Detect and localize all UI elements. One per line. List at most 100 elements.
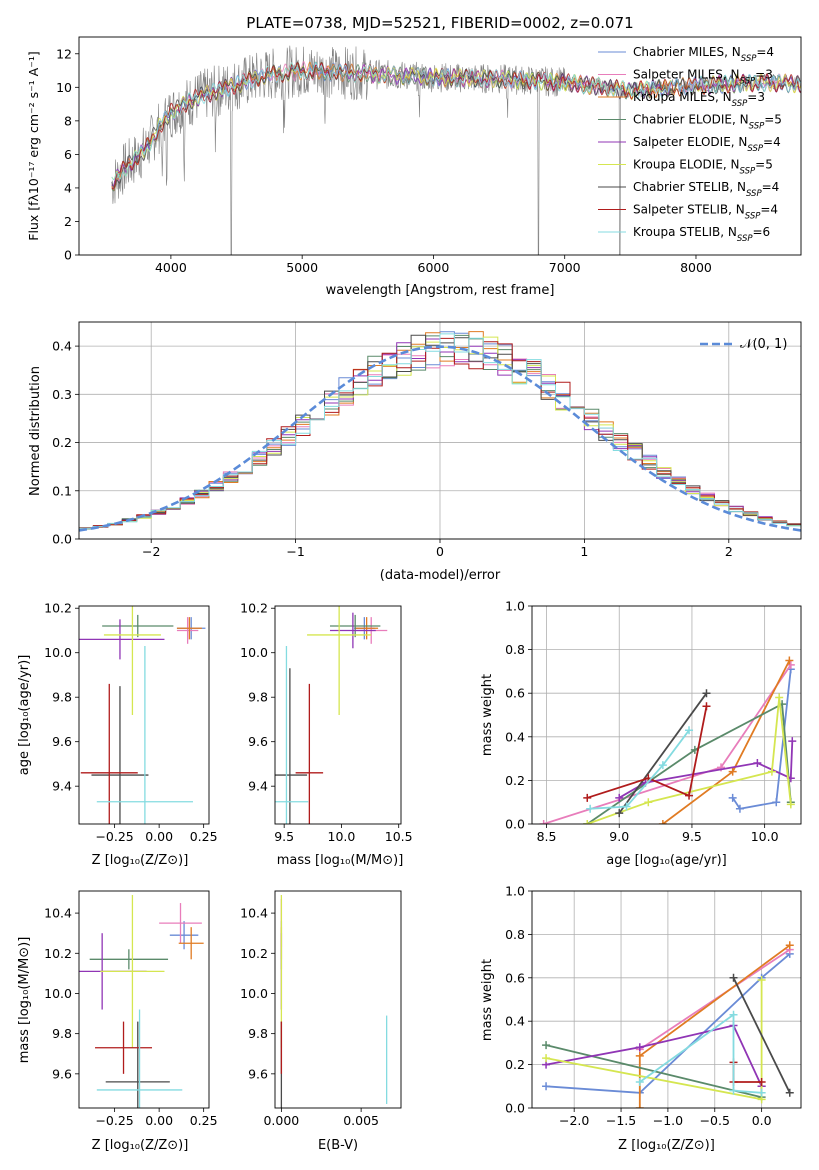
x-tick-label: 1 xyxy=(580,544,588,559)
y-tick-label: 2 xyxy=(64,214,72,229)
residuals-frame xyxy=(78,321,802,540)
weight-point-marker xyxy=(757,975,766,984)
y-tick-label: 9.8 xyxy=(248,690,268,705)
axes-residuals: −2 −1 0 1 2 0.0 0.1 0.2 0.3 0.4 xyxy=(52,322,801,559)
y-tick-label: 0.6 xyxy=(505,970,525,985)
gaussian-legend-label: 𝒩(0, 1) xyxy=(740,337,787,352)
weight-point-marker xyxy=(615,809,624,818)
y-tick-label: 0.0 xyxy=(505,817,525,832)
y-tick-label: 10.0 xyxy=(240,645,268,660)
y-tick-label: 9.6 xyxy=(52,734,72,749)
x-tick-label: 0.000 xyxy=(263,1113,299,1128)
spectrum-lines xyxy=(111,45,801,255)
weight-point-marker xyxy=(728,793,737,802)
y-tick-label: 9.6 xyxy=(52,1066,72,1081)
weight-point-marker xyxy=(658,820,667,824)
y-tick-label: 10.4 xyxy=(240,906,268,921)
weight_vs_age-frame xyxy=(531,605,802,825)
y-tick-label: 0.8 xyxy=(505,642,525,657)
y-tick-label: 0 xyxy=(64,248,72,263)
y-tick-label: 10.2 xyxy=(44,601,72,616)
axes-age_vs_mass: 9.5 10.0 10.5 9.4 9.6 9.8 10.0 10.2 xyxy=(240,601,412,844)
x-tick-label: −1 xyxy=(286,544,304,559)
weight-series-line xyxy=(546,953,791,1094)
y-tick-label: 0.6 xyxy=(505,686,525,701)
y-tick-label: 9.6 xyxy=(248,734,268,749)
weight-series-line xyxy=(662,660,791,824)
age_vs_Z-frame xyxy=(78,605,210,825)
x-tick-label: 5000 xyxy=(286,260,318,275)
x-tick-label: 4000 xyxy=(155,260,187,275)
age_vs_Z-y-label: age [log₁₀(age/yr)] xyxy=(17,655,32,776)
y-tick-label: 0.1 xyxy=(52,483,72,498)
x-tick-label: 0.00 xyxy=(145,829,173,844)
y-tick-label: 10.2 xyxy=(240,601,268,616)
weight-series-line xyxy=(639,1012,762,1094)
weight-point-marker xyxy=(685,791,694,800)
legend-entry: Salpeter ELODIE, NSSP=4 xyxy=(633,135,781,154)
lines-weight_vs_Z xyxy=(542,941,794,1108)
y-tick-label: 6 xyxy=(64,147,72,162)
x-tick-label: 0.005 xyxy=(343,1113,379,1128)
y-tick-label: 10.2 xyxy=(44,946,72,961)
weight-point-marker xyxy=(729,1010,738,1019)
weight-point-marker xyxy=(586,804,595,813)
weight-point-marker xyxy=(615,793,624,802)
y-tick-label: 0.0 xyxy=(52,532,72,547)
weight-point-marker xyxy=(785,656,794,665)
y-tick-label: 1.0 xyxy=(505,884,525,899)
weight-point-marker xyxy=(658,761,667,770)
x-tick-label: −0.25 xyxy=(95,829,133,844)
mass_vs_ebv-x-label: E(B-V) xyxy=(318,1138,358,1153)
weight-point-marker xyxy=(702,689,711,698)
weight-point-marker xyxy=(635,1104,644,1108)
weight-point-marker xyxy=(767,767,776,776)
axes-age_vs_Z: −0.25 0.00 0.25 9.4 9.6 9.8 10.0 10.2 xyxy=(44,601,217,844)
legend-entry: Chabrier MILES, NSSP=4 xyxy=(633,45,774,64)
figure-title: PLATE=0738, MJD=52521, FIBERID=0002, z=0… xyxy=(246,14,633,32)
weight-series-line xyxy=(731,669,792,810)
y-tick-label: 0.2 xyxy=(505,1057,525,1072)
x-tick-label: 8.5 xyxy=(537,829,557,844)
axes-mass_vs_Z: −0.25 0.00 0.25 9.6 9.8 10.0 10.2 10.4 xyxy=(44,906,217,1128)
y-tick-label: 0.0 xyxy=(505,1101,525,1116)
x-tick-label: −1.5 xyxy=(606,1113,636,1128)
weight-point-marker xyxy=(788,737,797,746)
axes-weight_vs_Z: −2.0 −1.5 −1.0 −0.5 0.0 0.0 0.2 0.4 0.6 0.8 1.0 xyxy=(505,884,801,1128)
weight-point-marker xyxy=(635,1043,644,1052)
x-tick-label: 2 xyxy=(725,544,733,559)
x-tick-label: 10.0 xyxy=(751,829,779,844)
y-tick-label: 0.2 xyxy=(52,435,72,450)
weight-point-marker xyxy=(583,820,592,824)
weight-point-marker xyxy=(729,973,738,982)
x-tick-label: −0.25 xyxy=(95,1113,133,1128)
weight_vs_age-y-label: mass weight xyxy=(480,674,495,756)
x-tick-label: −0.5 xyxy=(700,1113,730,1128)
x-tick-label: 6000 xyxy=(418,260,450,275)
weight-point-marker xyxy=(542,1041,551,1050)
y-tick-label: 8 xyxy=(64,113,72,128)
axes-weight_vs_age: 8.5 9.0 9.5 10.0 0.0 0.2 0.4 0.6 0.8 1.0 xyxy=(505,599,801,844)
weight-point-marker xyxy=(728,767,737,776)
errorbars-age_vs_Z xyxy=(79,606,206,824)
weight-point-marker xyxy=(685,726,694,735)
x-tick-label: 0 xyxy=(436,544,444,559)
legend-entry: Salpeter STELIB, NSSP=4 xyxy=(633,203,778,222)
age_vs_Z-x-label: Z [log₁₀(Z/Z⊙)] xyxy=(92,853,189,868)
weight-point-marker xyxy=(644,798,653,807)
age_vs_mass-frame xyxy=(274,605,402,825)
histograms xyxy=(79,331,801,532)
y-tick-label: 12 xyxy=(56,46,72,61)
weight-series-line xyxy=(586,702,792,824)
x-tick-label: 9.0 xyxy=(609,829,629,844)
weight-point-marker xyxy=(757,1077,766,1086)
x-tick-label: 9.5 xyxy=(274,829,294,844)
y-tick-label: 9.8 xyxy=(52,1026,72,1041)
y-tick-label: 0.4 xyxy=(52,339,72,354)
y-tick-label: 9.8 xyxy=(248,1026,268,1041)
weight-point-marker xyxy=(757,1088,766,1097)
spectrum-frame xyxy=(78,36,802,256)
y-tick-label: 9.4 xyxy=(248,779,268,794)
